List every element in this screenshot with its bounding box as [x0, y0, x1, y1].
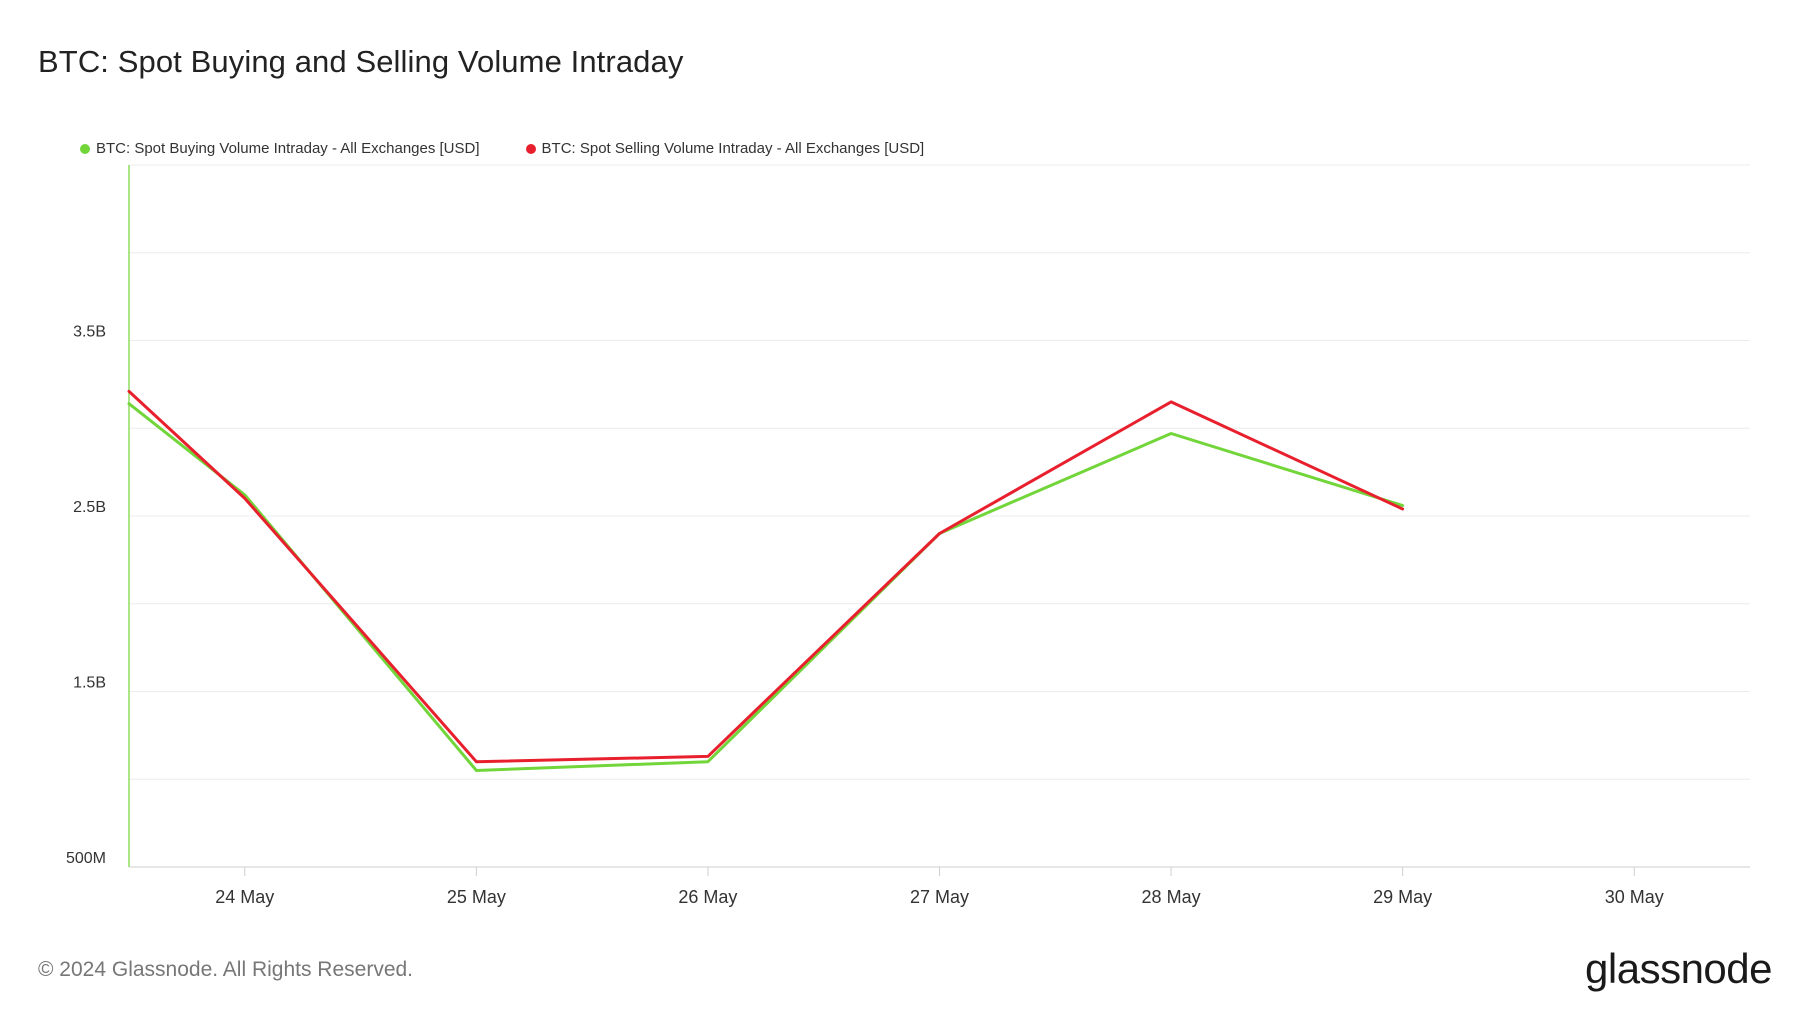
x-tick-label: 27 May — [910, 887, 969, 907]
legend-item-selling[interactable]: BTC: Spot Selling Volume Intraday - All … — [525, 140, 925, 157]
x-tick-label: 26 May — [678, 887, 737, 907]
chart-legend: BTC: Spot Buying Volume Intraday - All E… — [80, 140, 924, 157]
x-tick-label: 28 May — [1142, 887, 1201, 907]
legend-item-buying[interactable]: BTC: Spot Buying Volume Intraday - All E… — [80, 140, 480, 157]
y-tick-label: 500M — [66, 850, 106, 867]
legend-label-selling: BTC: Spot Selling Volume Intraday - All … — [541, 140, 925, 157]
legend-dot-buying — [80, 143, 90, 154]
copyright-footer: © 2024 Glassnode. All Rights Reserved. — [38, 958, 414, 981]
grid-lines — [129, 164, 1750, 780]
y-axis-ticks: 500M 1.5B 2.5B 3.5B — [66, 324, 106, 868]
x-tick-label: 25 May — [447, 887, 506, 907]
x-tick-label: 29 May — [1373, 887, 1432, 907]
legend-label-buying: BTC: Spot Buying Volume Intraday - All E… — [96, 140, 480, 157]
chart-title: BTC: Spot Buying and Selling Volume Intr… — [38, 44, 684, 79]
series-line-selling — [127, 389, 1405, 764]
y-tick-label: 3.5B — [73, 324, 106, 341]
y-tick-label: 2.5B — [73, 499, 106, 516]
series-lines — [127, 389, 1405, 772]
glassnode-logo: glassnode — [1585, 945, 1772, 992]
x-tick-label: 30 May — [1605, 887, 1664, 907]
x-tick-label: 24 May — [215, 887, 274, 907]
x-axis-ticks: 24 May 25 May 26 May 27 May 28 May 29 May 30 M… — [215, 867, 1664, 907]
legend-dot-selling — [525, 143, 536, 154]
series-line-buying — [127, 402, 1405, 772]
y-tick-label: 1.5B — [73, 675, 106, 692]
